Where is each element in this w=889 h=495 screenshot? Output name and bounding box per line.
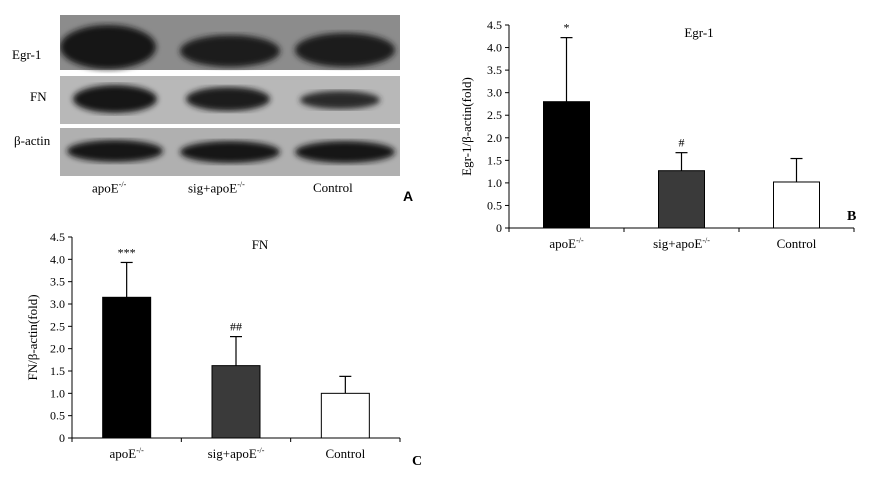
blot-row-label-fn: FN (30, 89, 47, 104)
lane-label-apoe: apoE-/- (92, 180, 127, 196)
fn-bar-chart: 0 0.5 1.0 1.5 2.0 2.5 3.0 3.5 4.0 4.5 *** apoE-/- ##… (25, 230, 422, 469)
blot-row-label-beta-actin: β-actin (14, 133, 51, 148)
y-tick-label: 4.0 (50, 252, 65, 266)
x-category-label: Control (325, 446, 365, 461)
bar (773, 181, 820, 229)
y-tick-label: 4.5 (487, 18, 502, 32)
y-axis-label: Egr-1/β-actin(fold) (459, 77, 474, 176)
y-tick-label: 2.5 (50, 319, 65, 333)
significance-marker: * (564, 21, 570, 35)
lane-label-control: Control (313, 180, 353, 195)
y-tick-label: 4.5 (50, 230, 65, 244)
y-tick-label: 1.0 (50, 386, 65, 400)
significance-marker: ## (230, 320, 242, 334)
y-axis-label: FN/β-actin(fold) (25, 294, 40, 380)
blot-row-label-egr1: Egr-1 (12, 47, 42, 62)
lane-label-sig-apoe: sig+apoE-/- (188, 180, 245, 196)
significance-marker: *** (118, 245, 136, 259)
blot-image (60, 15, 400, 176)
bar (543, 101, 590, 229)
y-tick-label: 4.0 (487, 41, 502, 55)
y-tick-label: 3.0 (487, 86, 502, 100)
chart-title: FN (252, 237, 269, 252)
y-tick-label: 0.5 (50, 409, 65, 423)
x-category-label: sig+apoE-/- (208, 446, 265, 461)
significance-marker: # (679, 136, 685, 150)
bar (658, 170, 705, 229)
bar (320, 392, 370, 439)
bar (211, 365, 261, 439)
x-category-label: sig+apoE-/- (653, 236, 710, 251)
y-tick-label: 2.5 (487, 108, 502, 122)
egr1-bar-chart: 0 0.5 1.0 1.5 2.0 2.5 3.0 3.5 4.0 4.5 * apoE-/- # sig… (459, 18, 856, 251)
y-tick-label: 1.5 (50, 364, 65, 378)
x-category-label: apoE-/- (549, 236, 584, 251)
bar (102, 296, 152, 439)
panel-letter: B (847, 209, 856, 224)
x-category-label: apoE-/- (110, 446, 145, 461)
chart-title: Egr-1 (684, 25, 713, 40)
panel-letter: C (412, 454, 422, 469)
x-category-label: Control (777, 236, 817, 251)
y-tick-label: 0.5 (487, 198, 502, 212)
y-tick-label: 1.5 (487, 153, 502, 167)
y-tick-label: 0 (496, 221, 502, 235)
y-tick-label: 0 (59, 431, 65, 445)
y-tick-label: 3.0 (50, 297, 65, 311)
panel-letter-a: A (403, 188, 414, 204)
y-tick-label: 3.5 (50, 275, 65, 289)
y-tick-label: 2.0 (487, 131, 502, 145)
y-tick-label: 3.5 (487, 63, 502, 77)
y-tick-label: 2.0 (50, 342, 65, 356)
y-tick-label: 1.0 (487, 176, 502, 190)
